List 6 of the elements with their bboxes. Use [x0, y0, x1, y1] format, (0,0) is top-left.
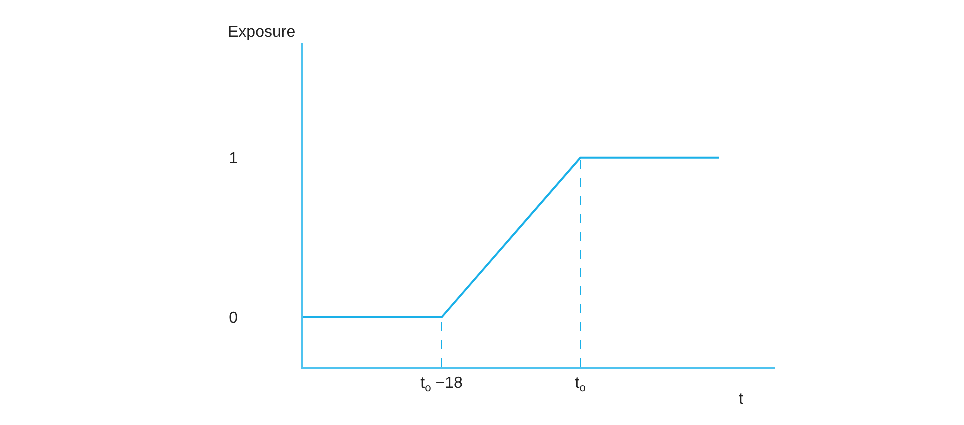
y-tick-label: 0 [229, 310, 238, 328]
y-tick-label: 1 [229, 150, 238, 168]
x-axis-title: t [739, 391, 744, 408]
x-tick-label: t$_{o}$ −18 [420, 374, 464, 394]
x-tick-label: t$_{o}$ [575, 374, 586, 394]
y-axis-title: Exposure [228, 24, 296, 41]
